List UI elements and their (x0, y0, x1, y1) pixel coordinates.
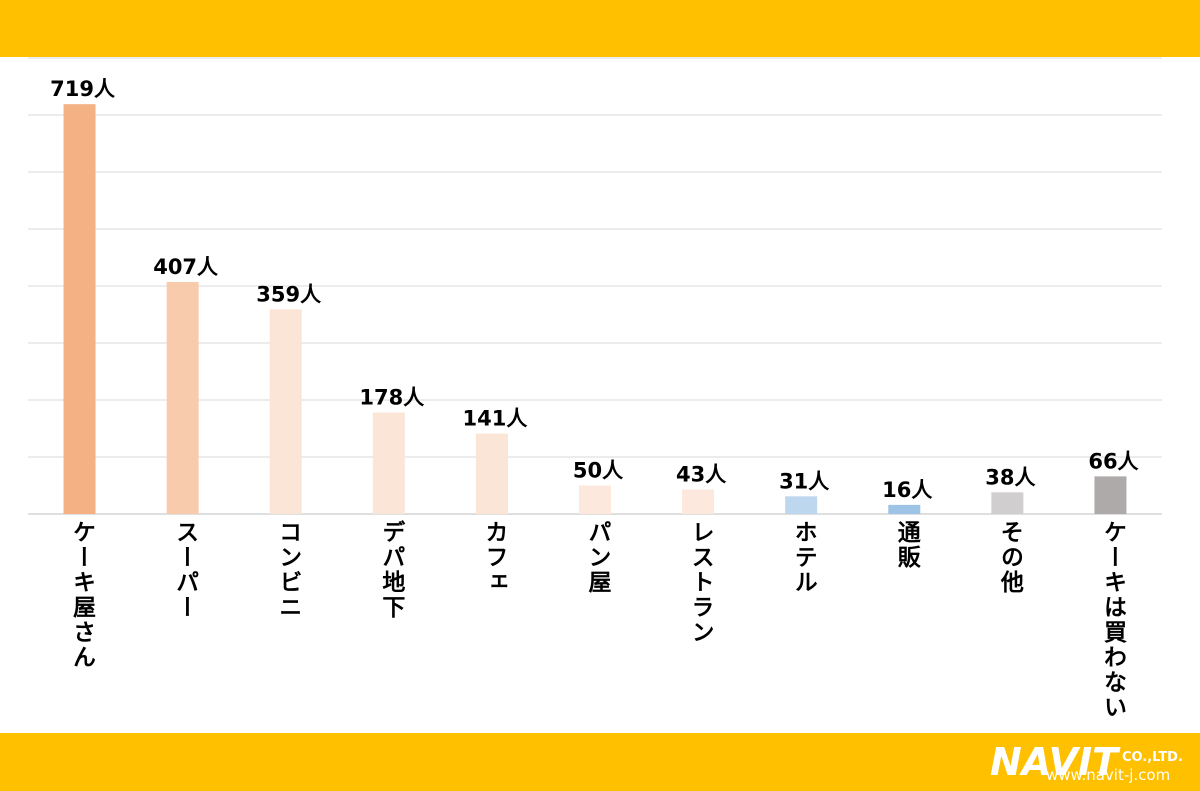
value-label: 50人 (573, 459, 623, 483)
x-tick-label: スーパー (172, 520, 199, 620)
bar (1094, 476, 1127, 514)
value-label: 38人 (985, 465, 1035, 489)
x-tick-label: ケーキは買わない (1099, 520, 1127, 720)
value-label: 43人 (676, 462, 726, 486)
bar (785, 496, 818, 514)
bar (269, 309, 302, 514)
value-label: 66人 (1088, 449, 1138, 473)
value-label: 31人 (779, 469, 829, 493)
x-tick-label: カフェ (481, 520, 508, 595)
logo-url: www.navit-j.com (1046, 766, 1170, 784)
bar (372, 412, 405, 514)
x-tick-label: デパ地下 (378, 519, 406, 620)
x-tick-label: パン屋 (584, 520, 612, 595)
bottom-band (0, 733, 1200, 791)
x-tick-label: レストラン (687, 520, 714, 645)
bar (475, 433, 508, 514)
value-label: 359人 (256, 282, 321, 306)
value-label: 407人 (153, 255, 218, 279)
x-tick-label: ケーキ屋さん (69, 520, 97, 670)
x-tick-label: 通販 (893, 520, 921, 570)
bar (682, 489, 715, 514)
logo-suffix: CO.,LTD. (1122, 750, 1183, 765)
value-label: 178人 (359, 386, 424, 410)
logo-name: NAVIT (990, 740, 1121, 784)
bar (166, 282, 199, 514)
value-label: 16人 (882, 478, 932, 502)
x-tick-label: ホテル (790, 520, 817, 595)
bar (63, 104, 96, 515)
x-tick-label: その他 (996, 520, 1025, 595)
x-tick-label: コンビニ (275, 520, 302, 620)
value-label: 719人 (50, 77, 115, 101)
value-label: 141人 (462, 407, 527, 431)
top-band (0, 0, 1200, 57)
bar (579, 485, 611, 514)
bar (991, 492, 1024, 514)
bar (888, 504, 921, 514)
